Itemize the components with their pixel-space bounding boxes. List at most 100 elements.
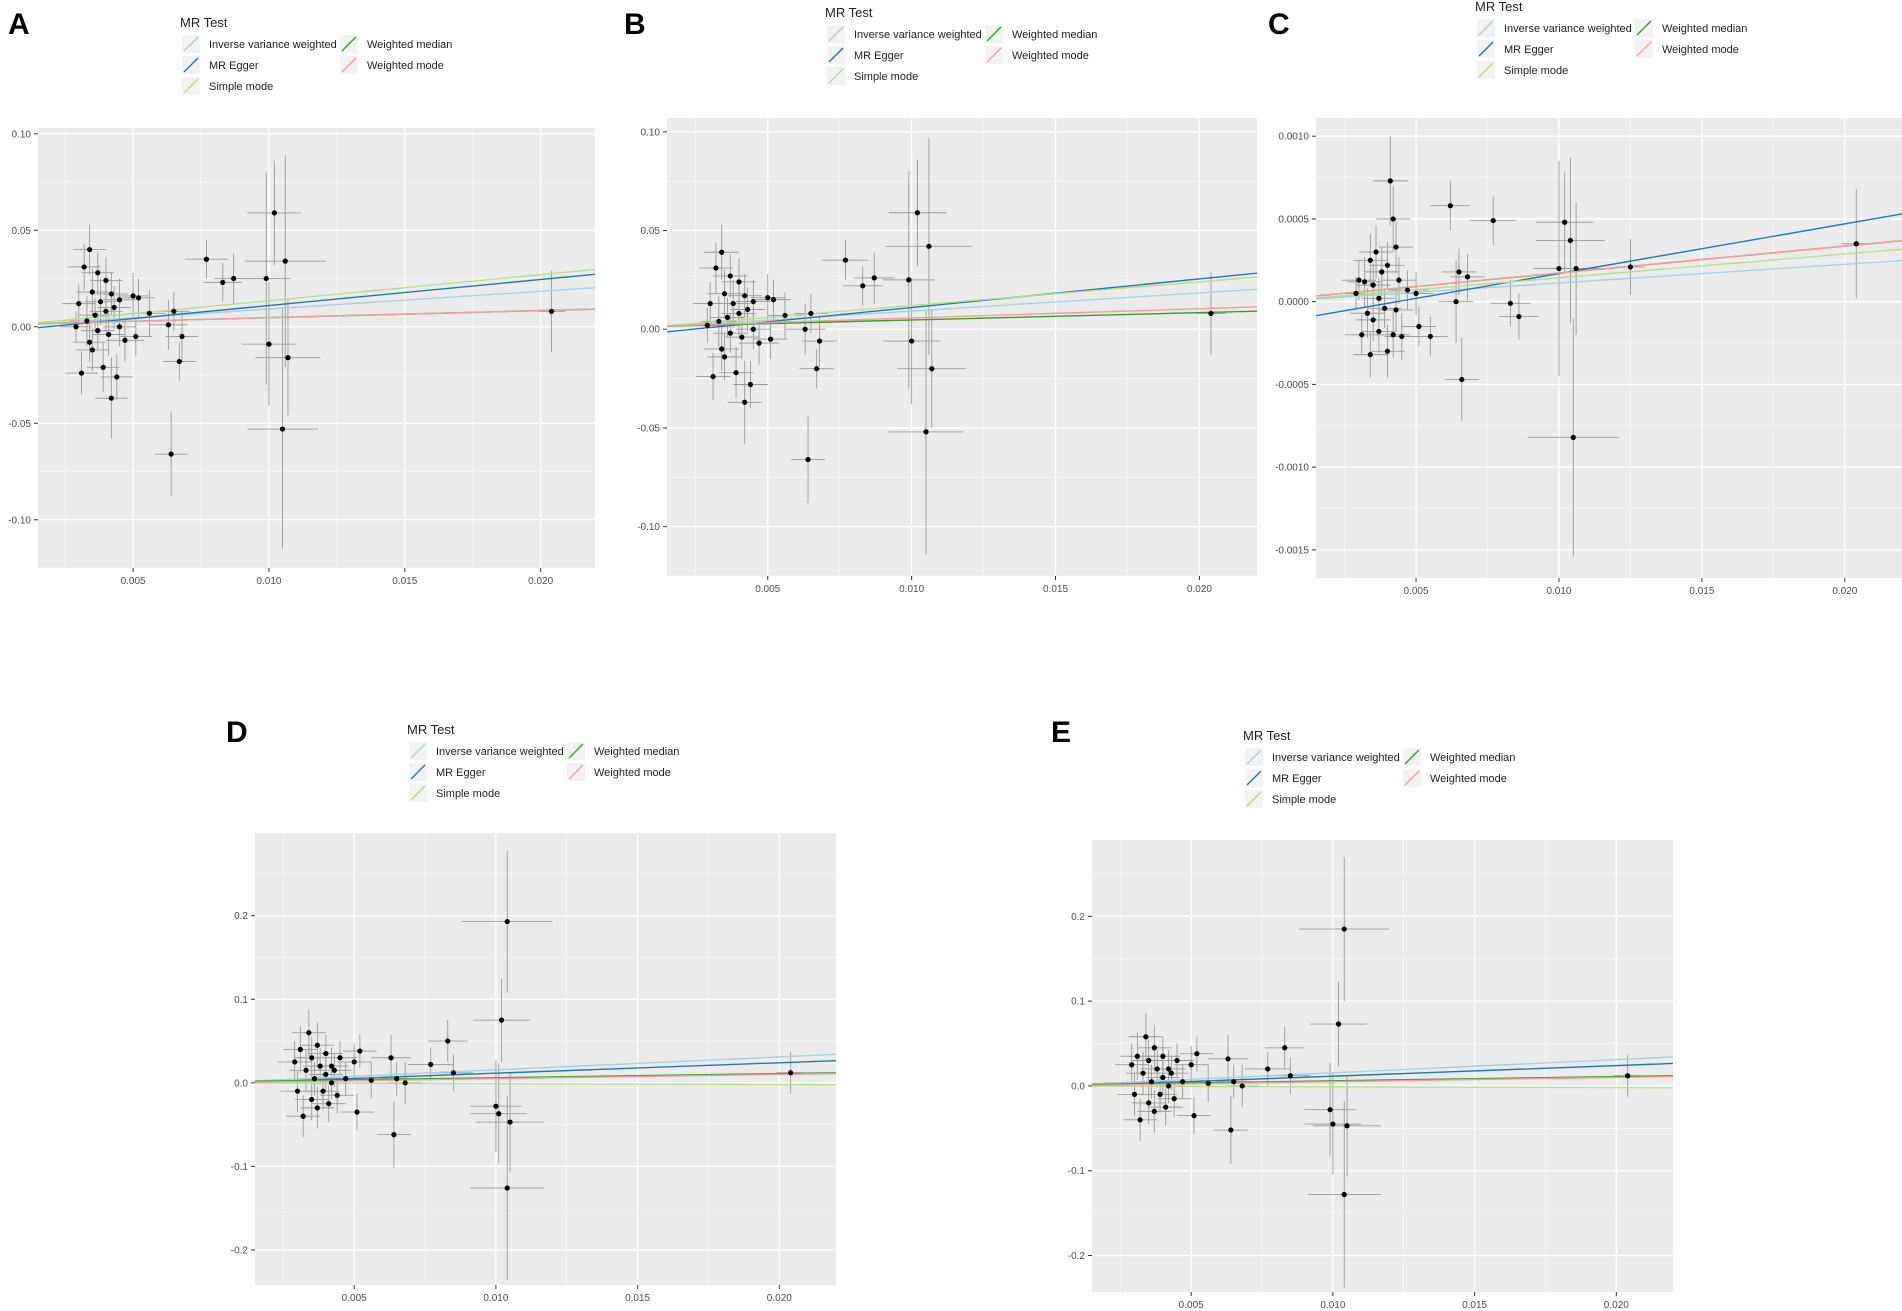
snp-point: [323, 1071, 329, 1078]
legend-key-line: [828, 26, 844, 42]
y-tick-label: -0.0015: [1275, 545, 1309, 556]
plot-area: [667, 137, 1257, 555]
snp-point: [750, 298, 756, 305]
plot-area: [1092, 856, 1673, 1288]
snp-point: [1140, 1070, 1146, 1076]
snp-point: [707, 300, 713, 307]
snp-point: [719, 249, 725, 255]
snp-point: [1165, 1066, 1172, 1072]
snp-point: [1137, 1117, 1143, 1123]
legend-entry-weighted-mode: Weighted mode: [1403, 769, 1507, 787]
legend-entry-mr-egger: MR Egger: [1245, 769, 1322, 787]
snp-point: [923, 429, 929, 435]
legend-key-line: [341, 36, 357, 52]
snp-point: [1396, 277, 1402, 283]
legend-label: Weighted median: [1662, 23, 1747, 35]
snp-point: [739, 334, 745, 340]
x-tick-label: 0.005: [342, 1293, 367, 1304]
legend-key-line: [183, 36, 199, 52]
legend-entry-simple-mode: Simple mode: [1477, 61, 1568, 79]
snp-point: [326, 1101, 332, 1107]
snp-point: [808, 310, 814, 317]
y-tick-label: 0.0000: [1278, 297, 1309, 308]
regression-line-weighted-median: [667, 310, 1257, 327]
snp-point: [1265, 1066, 1271, 1072]
snp-point: [331, 1067, 337, 1073]
snp-point: [1129, 1062, 1135, 1068]
x-tick-label: 0.015: [1462, 1300, 1487, 1311]
snp-point: [1387, 178, 1393, 184]
regression-line-weighted-mode: [255, 1072, 836, 1083]
legend-label: Weighted mode: [1662, 44, 1739, 56]
snp-point: [1208, 310, 1214, 317]
y-tick-label: -0.0010: [1275, 463, 1309, 474]
snp-point: [1376, 295, 1382, 301]
snp-point: [1370, 282, 1376, 288]
snp-point: [1367, 257, 1373, 263]
snp-point: [106, 331, 112, 338]
snp-point: [788, 1070, 794, 1076]
snp-point: [727, 273, 733, 279]
snp-point: [742, 293, 748, 299]
legend-key-line: [828, 68, 844, 84]
snp-point: [704, 322, 710, 328]
snp-point: [357, 1048, 363, 1054]
legend-key-line: [410, 743, 426, 759]
legend: MR Test Inverse variance weighted MR Egger…: [825, 5, 1097, 85]
snp-point: [1146, 1100, 1152, 1106]
y-tick-label: 0.0: [234, 1078, 248, 1089]
y-tick-label: -0.1: [1068, 1166, 1086, 1177]
legend-label: Simple mode: [1504, 65, 1568, 77]
snp-point: [135, 295, 142, 301]
panel-letter: D: [226, 716, 248, 749]
snp-point: [768, 336, 774, 342]
snp-point: [1327, 1107, 1333, 1113]
snp-point: [1344, 1123, 1350, 1129]
snp-point: [176, 358, 182, 365]
snp-point: [311, 1076, 318, 1082]
regression-line-simple-mode: [255, 1082, 836, 1086]
regression-line-weighted-mode: [1316, 239, 1902, 297]
snp-point: [292, 1059, 298, 1065]
snp-point: [1464, 274, 1471, 280]
legend-label: Inverse variance weighted: [1504, 23, 1632, 35]
legend-entry-mr-egger: MR Egger: [182, 56, 259, 74]
snp-point: [1191, 1113, 1197, 1119]
snp-point: [1143, 1034, 1149, 1040]
x-tick-label: 0.020: [528, 576, 553, 587]
legend-label: Weighted mode: [594, 767, 671, 779]
regression-line-mr-egger: [38, 273, 595, 329]
legend-label: Simple mode: [209, 81, 273, 93]
snp-point: [1225, 1056, 1231, 1062]
plot-background: [667, 118, 1257, 576]
regression-line-simple-mode: [1316, 248, 1902, 299]
regression-line-simple-mode: [1092, 1085, 1673, 1089]
y-tick-label: 0.05: [12, 226, 32, 237]
snp-point: [122, 337, 128, 343]
regression-line-weighted-median: [255, 1072, 836, 1083]
legend-label: Inverse variance weighted: [436, 746, 564, 758]
regression-line-weighted-mode: [667, 306, 1257, 327]
snp-point: [1393, 307, 1399, 313]
snp-point: [271, 210, 277, 216]
snp-point: [860, 283, 866, 289]
snp-point: [1356, 277, 1362, 283]
snp-point: [103, 308, 109, 314]
regression-line-mr-egger: [255, 1059, 836, 1083]
snp-point: [1453, 299, 1459, 305]
regression-line-inverse-variance-weighted: [38, 287, 595, 325]
snp-point: [929, 366, 935, 372]
snp-point: [130, 293, 136, 299]
snp-point: [1160, 1053, 1166, 1059]
snp-point: [1353, 290, 1359, 296]
snp-point: [1154, 1066, 1160, 1072]
snp-point: [1627, 264, 1634, 270]
snp-point: [354, 1109, 360, 1115]
x-tick-label: 0.020: [1187, 584, 1212, 595]
panel-e: 0.005 0.010 0.015 0.020 -0.2 -0.1 0.0 0.1 0.2 E MR…: [1051, 716, 1673, 1311]
snp-point: [320, 1088, 326, 1094]
legend-entry-weighted-mode: Weighted mode: [985, 46, 1089, 64]
snp-point: [1335, 1021, 1342, 1027]
snp-point: [1282, 1045, 1288, 1051]
snp-point: [1287, 1073, 1293, 1079]
